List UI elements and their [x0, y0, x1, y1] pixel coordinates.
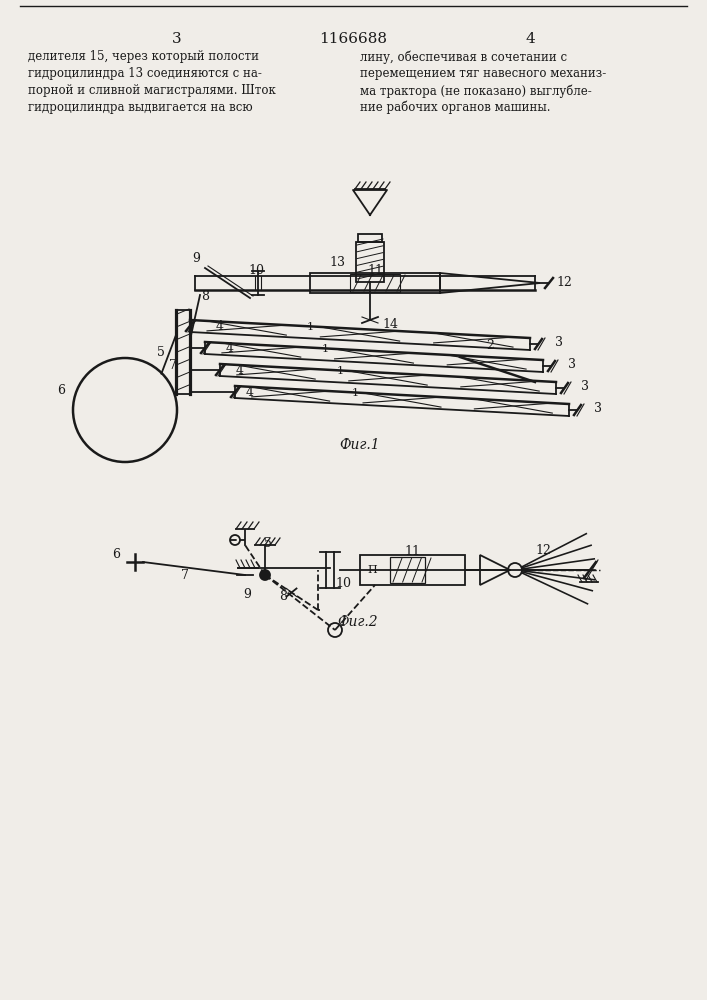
Text: 4: 4	[246, 385, 254, 398]
Text: 5: 5	[157, 346, 165, 359]
Text: 6: 6	[57, 383, 65, 396]
Text: 3: 3	[568, 359, 576, 371]
Text: Фиг.2: Фиг.2	[338, 615, 378, 629]
Text: 4: 4	[226, 342, 234, 355]
Text: 3: 3	[581, 380, 589, 393]
Text: 4: 4	[525, 32, 535, 46]
Text: делителя 15, через который полости: делителя 15, через который полости	[28, 50, 259, 63]
Text: 11: 11	[404, 545, 421, 558]
Text: 8: 8	[201, 290, 209, 303]
Text: 1: 1	[322, 344, 329, 354]
Text: лину, обеспечивая в сочетании с: лину, обеспечивая в сочетании с	[360, 50, 567, 64]
Text: 10: 10	[335, 577, 351, 590]
Circle shape	[260, 570, 270, 580]
Bar	[390, 557, 425, 583]
Bar	[310, 273, 440, 293]
Text: ние рабочих органов машины.: ние рабочих органов машины.	[360, 101, 551, 114]
Text: порной и сливной магистралями. Шток: порной и сливной магистралями. Шток	[28, 84, 276, 97]
Text: 11: 11	[367, 264, 383, 277]
Text: 6: 6	[112, 548, 120, 560]
Text: 1166688: 1166688	[319, 32, 387, 46]
Text: 4: 4	[236, 363, 244, 376]
Text: 7: 7	[170, 359, 177, 372]
Text: Фиг.1: Фиг.1	[339, 438, 380, 452]
Text: 14: 14	[382, 318, 398, 332]
Bar	[350, 274, 400, 292]
Text: 1: 1	[337, 366, 344, 376]
Text: 4: 4	[216, 320, 224, 332]
Bar	[356, 242, 384, 282]
Text: 3: 3	[594, 402, 602, 416]
Bar	[360, 555, 465, 585]
Text: П: П	[367, 565, 377, 575]
Text: 1: 1	[351, 388, 358, 398]
Text: перемещением тяг навесного механиз-: перемещением тяг навесного механиз-	[360, 67, 606, 80]
Text: 1: 1	[306, 322, 314, 332]
Text: ма трактора (не показано) выглубле-: ма трактора (не показано) выглубле-	[360, 84, 592, 98]
Text: 3: 3	[555, 336, 563, 350]
Text: гидроцилиндра 13 соединяются с на-: гидроцилиндра 13 соединяются с на-	[28, 67, 262, 80]
Text: 7: 7	[181, 569, 189, 582]
Text: 13: 13	[329, 255, 345, 268]
Text: 9: 9	[192, 251, 200, 264]
Bar	[358, 234, 382, 242]
Text: 5: 5	[264, 537, 272, 550]
Text: гидроцилиндра выдвигается на всю: гидроцилиндра выдвигается на всю	[28, 101, 252, 114]
Text: 9: 9	[243, 588, 251, 601]
Text: 3: 3	[173, 32, 182, 46]
Text: 2: 2	[486, 339, 494, 352]
Text: 10: 10	[248, 264, 264, 277]
Text: 12: 12	[556, 276, 572, 290]
Text: 8: 8	[279, 590, 287, 603]
Text: 12: 12	[535, 544, 551, 556]
